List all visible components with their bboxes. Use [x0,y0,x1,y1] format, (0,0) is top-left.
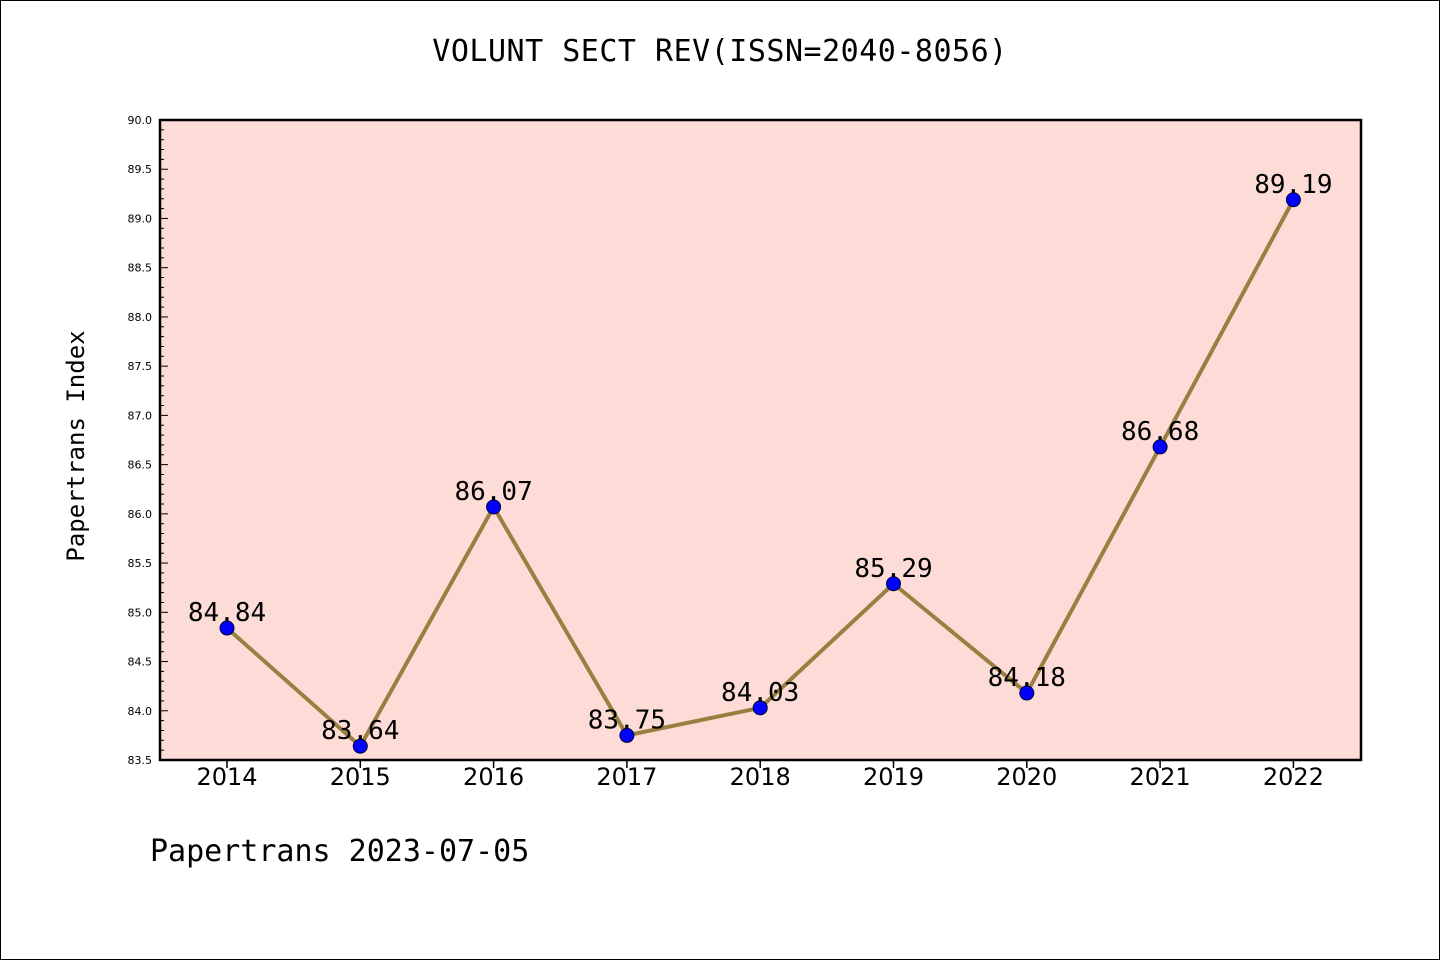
y-tick-label: 84.0 [128,705,153,718]
data-label: 84.03 [721,678,799,708]
data-point [1285,192,1301,208]
y-tick-label: 86.0 [128,508,153,521]
x-tick-label: 2018 [730,763,791,791]
x-tick-label: 2014 [196,763,257,791]
x-tick-label: 2019 [863,763,924,791]
x-tick-label: 2020 [996,763,1057,791]
footer-text: Papertrans 2023-07-05 [150,834,530,869]
y-tick-label: 85.5 [128,557,153,570]
y-tick-label: 90.0 [128,114,153,127]
plot-border [158,118,1363,762]
y-tick-label: 86.5 [128,459,153,472]
data-point [352,738,368,754]
data-point [1019,685,1035,701]
data-point [752,700,768,716]
chart-title: VOLUNT SECT REV(ISSN=2040-8056) [432,34,1008,69]
x-tick-label: 2016 [463,763,524,791]
data-label: 83.64 [321,716,399,746]
data-label: 84.84 [188,598,266,628]
data-point [486,499,502,515]
data-label: 84.18 [988,663,1066,693]
data-point [1152,439,1168,455]
x-tick-label: 2017 [596,763,657,791]
y-tick-label: 89.5 [128,163,153,176]
x-tick-label: 2015 [330,763,391,791]
x-tick-label: 2021 [1130,763,1191,791]
data-label: 89.19 [1254,170,1332,200]
data-label: 83.75 [588,705,666,735]
y-tick-label: 85.0 [128,606,153,619]
data-point [219,620,235,636]
y-tick-label: 88.0 [128,311,153,324]
y-tick-label: 84.5 [128,656,153,669]
y-tick-label: 87.5 [128,360,153,373]
data-label: 86.07 [454,477,532,507]
data-label: 86.68 [1121,417,1199,447]
data-point [886,576,901,592]
x-tick-label: 2022 [1263,763,1324,791]
y-tick-label: 87.0 [128,409,153,422]
data-label: 85.29 [854,554,932,584]
y-tick-label: 88.5 [128,262,153,275]
data-point [619,727,635,743]
y-tick-label: 83.5 [128,754,153,767]
y-tick-label: 89.0 [128,212,153,225]
